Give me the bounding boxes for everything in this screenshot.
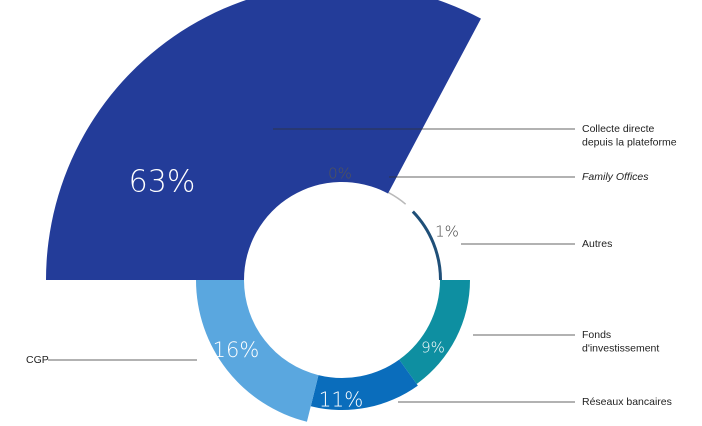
category-label: CGP	[26, 354, 49, 366]
category-label: Collecte directe	[582, 123, 655, 135]
category-label: Réseaux bancaires	[582, 396, 672, 408]
slice-value-label: 63%	[129, 165, 196, 200]
pie-slice	[399, 280, 470, 384]
slice-value-label: 9%	[421, 339, 445, 357]
pie-slice	[196, 280, 319, 422]
slice-value-label: 0%	[328, 165, 352, 183]
slice-value-label: 16%	[213, 338, 260, 362]
category-label: depuis la plateforme	[582, 136, 677, 148]
pie-slice	[388, 191, 407, 205]
category-label: d'investissement	[582, 342, 659, 354]
category-label: Autres	[582, 238, 612, 250]
category-label: Fonds	[582, 329, 611, 341]
pie-slice	[46, 0, 481, 280]
pie-slice	[310, 359, 418, 410]
slice-value-label: 1%	[435, 223, 459, 241]
pie-slice	[411, 210, 442, 281]
slice-value-label: 11%	[319, 388, 363, 412]
category-label: Family Offices	[582, 171, 649, 183]
